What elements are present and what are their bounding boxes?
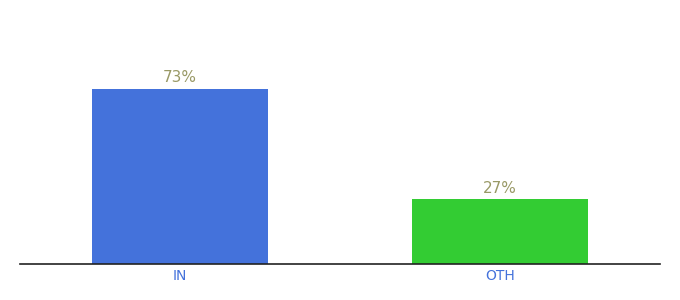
Text: 73%: 73% xyxy=(163,70,197,85)
Text: 27%: 27% xyxy=(483,181,517,196)
Bar xyxy=(412,199,588,264)
Bar xyxy=(92,89,268,264)
